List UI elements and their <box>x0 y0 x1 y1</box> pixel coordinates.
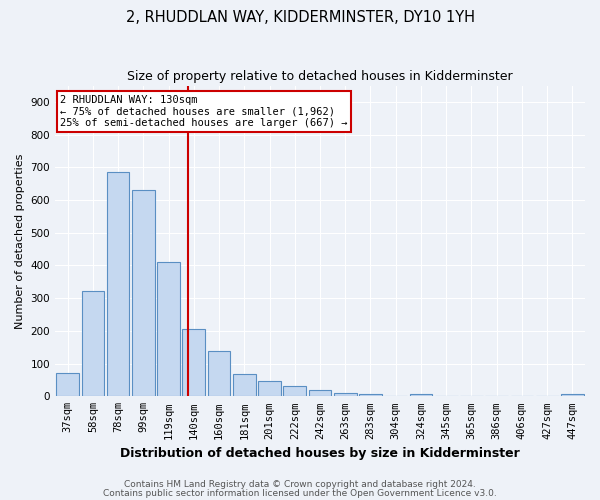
Y-axis label: Number of detached properties: Number of detached properties <box>15 153 25 328</box>
Bar <box>410 394 433 396</box>
Bar <box>107 172 130 396</box>
Bar <box>561 394 584 396</box>
Bar <box>208 352 230 397</box>
Bar <box>258 381 281 396</box>
Bar <box>132 190 155 396</box>
Text: Contains HM Land Registry data © Crown copyright and database right 2024.: Contains HM Land Registry data © Crown c… <box>124 480 476 489</box>
Bar <box>334 392 356 396</box>
Text: 2 RHUDDLAN WAY: 130sqm
← 75% of detached houses are smaller (1,962)
25% of semi-: 2 RHUDDLAN WAY: 130sqm ← 75% of detached… <box>61 95 348 128</box>
Bar <box>359 394 382 396</box>
X-axis label: Distribution of detached houses by size in Kidderminster: Distribution of detached houses by size … <box>120 447 520 460</box>
Bar <box>56 374 79 396</box>
Bar <box>308 390 331 396</box>
Bar <box>233 374 256 396</box>
Bar <box>82 291 104 397</box>
Title: Size of property relative to detached houses in Kidderminster: Size of property relative to detached ho… <box>127 70 513 83</box>
Text: Contains public sector information licensed under the Open Government Licence v3: Contains public sector information licen… <box>103 488 497 498</box>
Bar <box>157 262 180 396</box>
Text: 2, RHUDDLAN WAY, KIDDERMINSTER, DY10 1YH: 2, RHUDDLAN WAY, KIDDERMINSTER, DY10 1YH <box>125 10 475 25</box>
Bar <box>283 386 306 396</box>
Bar <box>182 328 205 396</box>
